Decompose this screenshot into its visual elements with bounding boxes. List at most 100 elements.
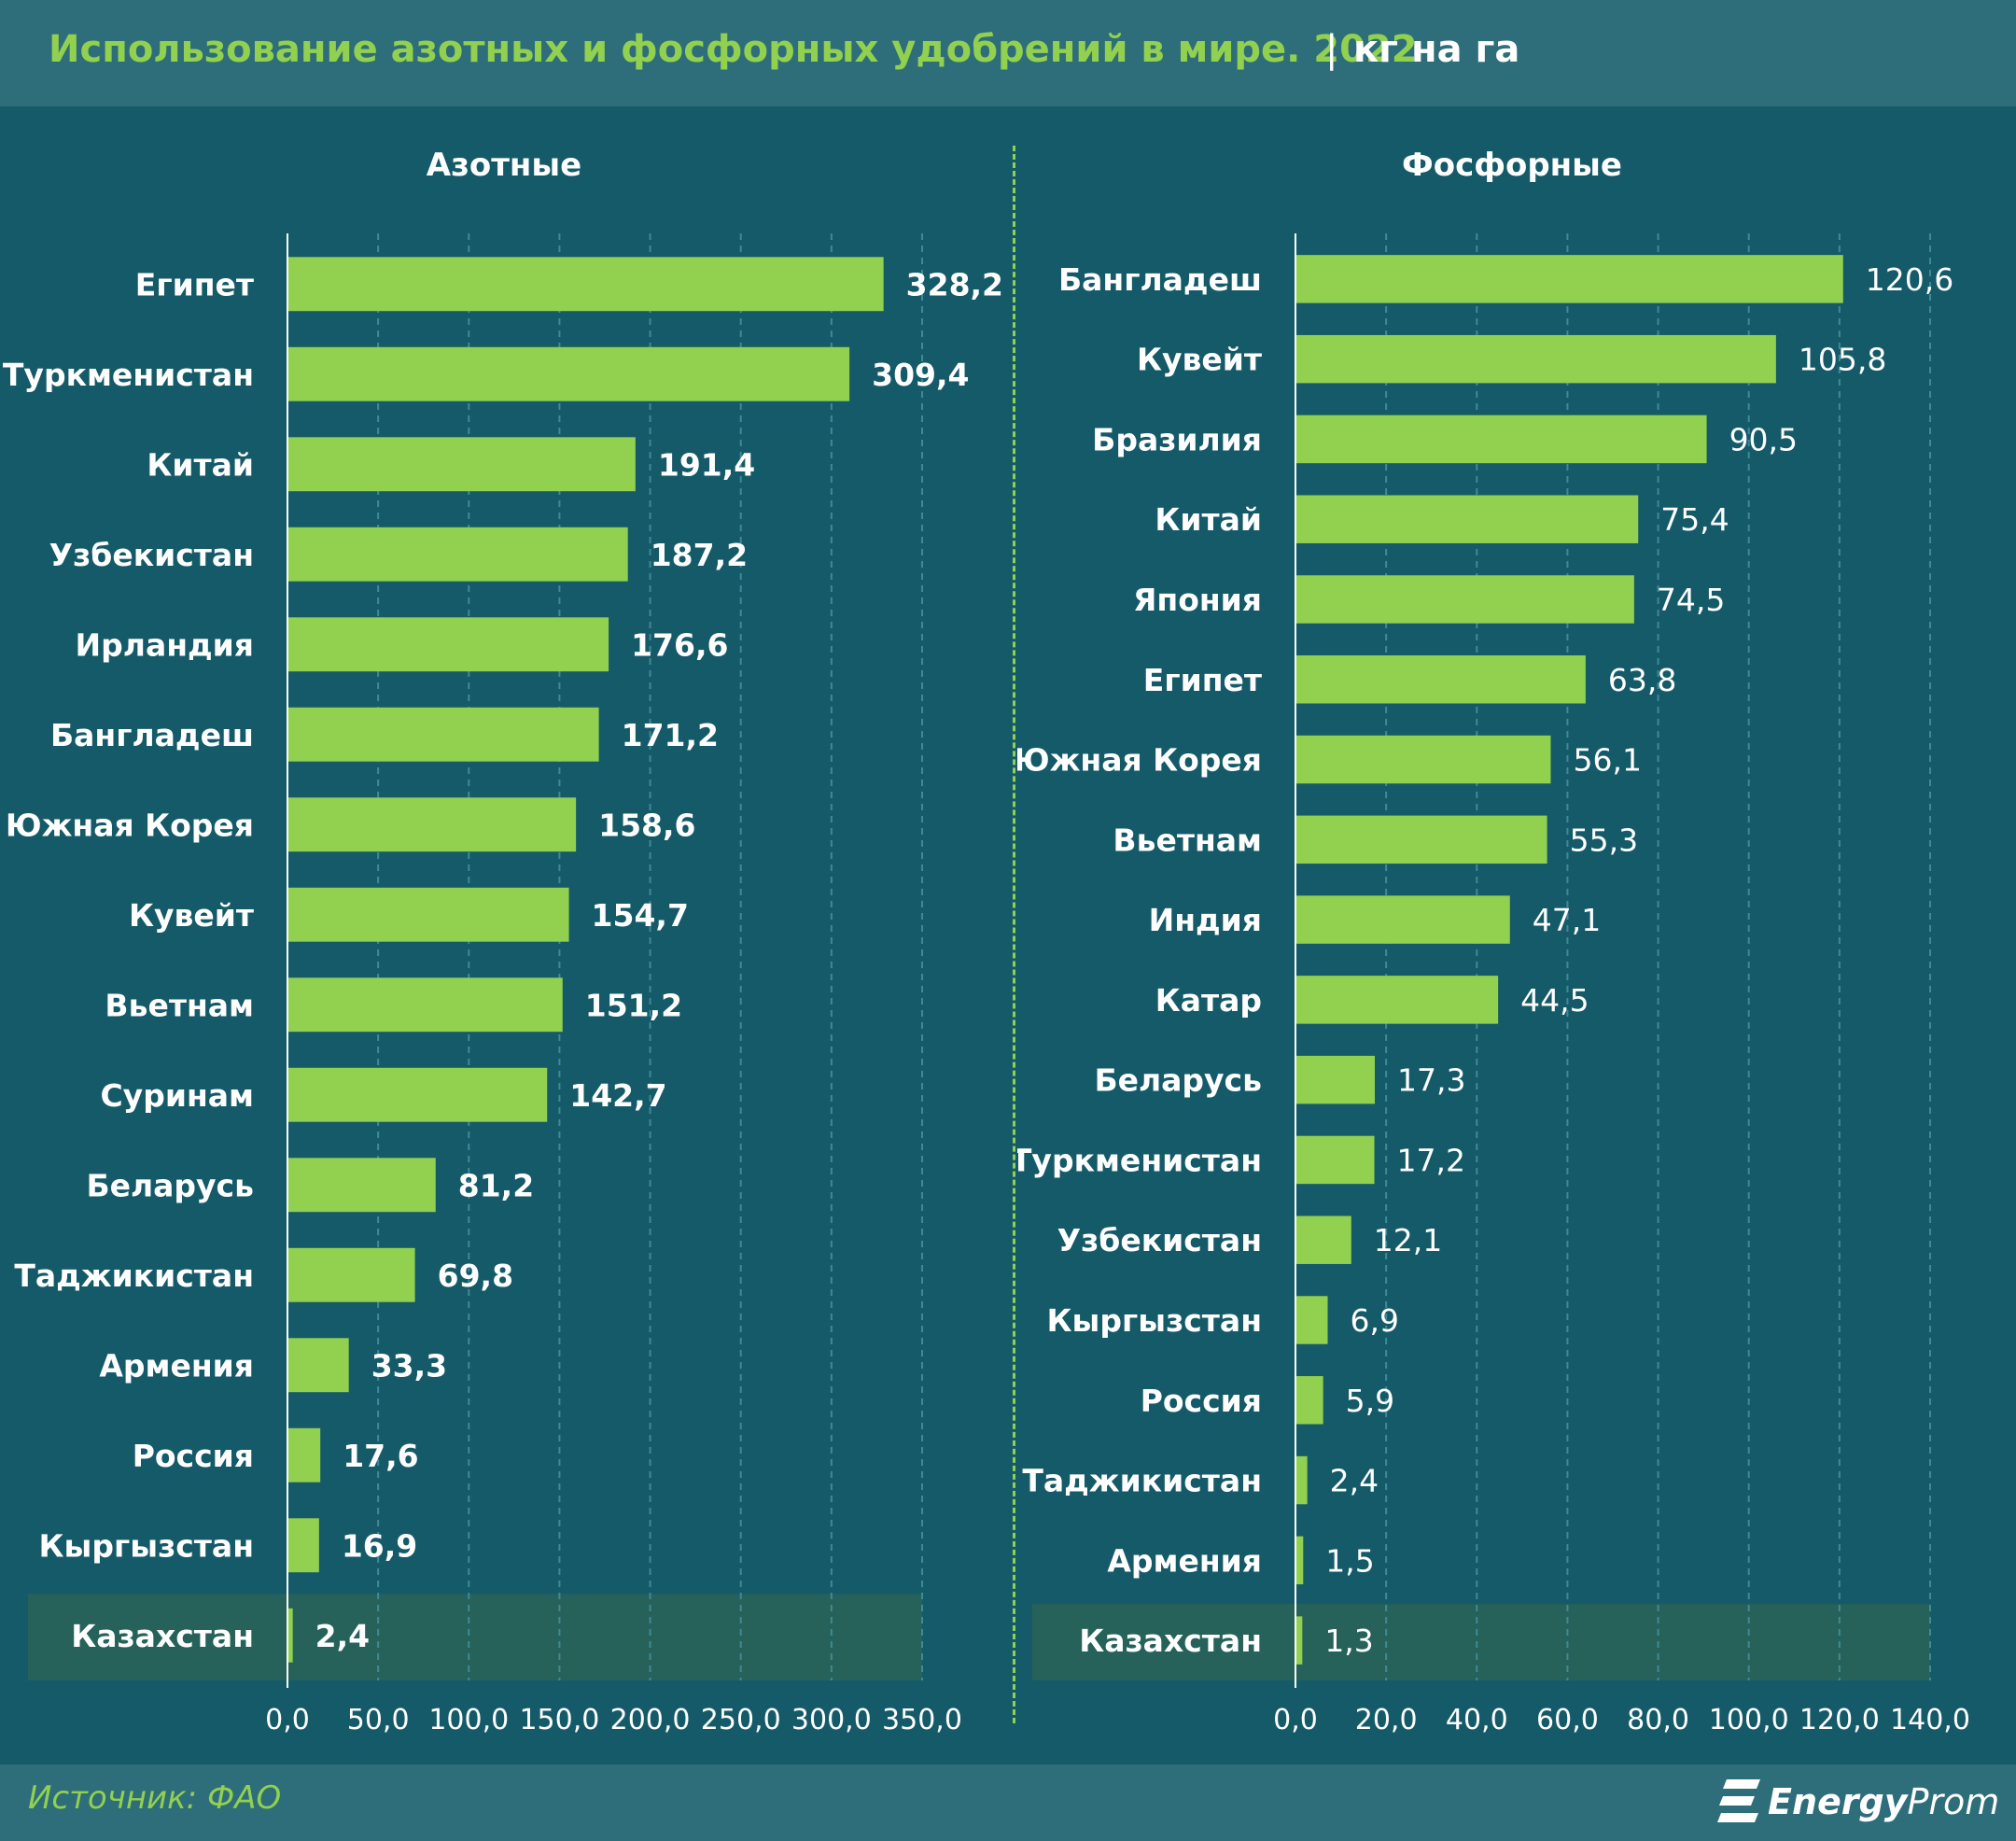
nitrogen-tick-label: 50,0 (347, 1704, 410, 1736)
nitrogen-value-label: 81,2 (458, 1167, 534, 1203)
nitrogen-value-label: 171,2 (622, 717, 719, 753)
nitrogen-category-label: Кыргызстан (39, 1527, 254, 1564)
phosphorus-value-label: 90,5 (1729, 421, 1798, 457)
nitrogen-bar (288, 1158, 436, 1213)
phosphorus-bar (1296, 655, 1586, 704)
nitrogen-bar (288, 257, 884, 312)
logo-text-light: Prom (1907, 1781, 2000, 1822)
nitrogen-bar (288, 977, 563, 1033)
phosphorus-value-label: 5,9 (1346, 1383, 1394, 1419)
nitrogen-category-label: Суринам (100, 1077, 254, 1114)
nitrogen-bar (288, 1067, 548, 1122)
nitrogen-value-label: 2,4 (315, 1618, 370, 1654)
nitrogen-category-label: Армения (99, 1347, 254, 1384)
nitrogen-bar (288, 887, 569, 942)
nitrogen-value-label: 16,9 (342, 1527, 417, 1564)
nitrogen-highlight-row (28, 1594, 922, 1680)
nitrogen-category-label: Бангладеш (50, 717, 254, 753)
phosphorus-value-label: 17,2 (1397, 1142, 1465, 1178)
nitrogen-value-label: 33,3 (371, 1347, 447, 1384)
phosphorus-bar (1296, 815, 1547, 864)
nitrogen-category-label: Кувейт (129, 897, 254, 934)
phosphorus-tick-label: 140,0 (1890, 1704, 1970, 1736)
unit-label: кг на га (1353, 28, 1520, 71)
nitrogen-value-label: 154,7 (592, 897, 689, 934)
nitrogen-value-label: 309,4 (872, 357, 969, 393)
logo-text-bold: Energy (1768, 1781, 1908, 1822)
phosphorus-value-label: 75,4 (1660, 501, 1729, 538)
nitrogen-value-label: 151,2 (585, 987, 682, 1023)
charts-area: Азотные Египет 328,2 Туркменистан 309,4 Китай… (0, 106, 2016, 1764)
phosphorus-category-label: Бразилия (1092, 421, 1262, 457)
phosphorus-bar (1296, 1216, 1351, 1264)
phosphorus-tick-label: 20,0 (1355, 1704, 1418, 1736)
nitrogen-bar (288, 1427, 321, 1483)
nitrogen-tick-label: 350,0 (882, 1704, 962, 1736)
nitrogen-value-label: 328,2 (906, 266, 1003, 302)
nitrogen-tick-label: 150,0 (519, 1704, 599, 1736)
nitrogen-bar (288, 1338, 349, 1393)
nitrogen-tick-label: 0,0 (265, 1704, 310, 1736)
phosphorus-category-label: Туркменистан (1017, 1142, 1262, 1178)
phosphorus-value-label: 44,5 (1520, 982, 1589, 1019)
nitrogen-value-label: 17,6 (343, 1438, 418, 1474)
nitrogen-title: Азотные (427, 147, 581, 184)
phosphorus-tick-label: 120,0 (1799, 1704, 1880, 1736)
nitrogen-category-label: Китай (147, 446, 254, 483)
nitrogen-category-label: Беларусь (86, 1167, 254, 1203)
phosphorus-category-label: Кыргызстан (1047, 1302, 1262, 1339)
nitrogen-value-label: 158,6 (598, 807, 695, 843)
phosphorus-category-label: Россия (1141, 1383, 1262, 1419)
nitrogen-value-label: 142,7 (569, 1077, 666, 1114)
phosphorus-value-label: 105,8 (1799, 342, 1886, 378)
phosphorus-bar (1296, 575, 1634, 624)
nitrogen-tick-label: 100,0 (428, 1704, 509, 1736)
header-bar: Использование азотных и фосфорных удобре… (0, 0, 2016, 106)
nitrogen-value-label: 69,8 (438, 1258, 513, 1294)
energyprom-logo: EnergyProm (1717, 1774, 1999, 1832)
phosphorus-category-label: Катар (1155, 982, 1262, 1019)
logo-text: EnergyProm (1768, 1781, 1999, 1822)
title-separator: | (1325, 28, 1338, 71)
phosphorus-bar (1296, 1135, 1375, 1185)
nitrogen-tick-label: 300,0 (791, 1704, 872, 1736)
source-note: Источник: ФАО (28, 1779, 282, 1817)
phosphorus-category-label: Таджикистан (1022, 1463, 1262, 1499)
nitrogen-chart: Азотные Египет 328,2 Туркменистан 309,4 Китай… (3, 147, 1003, 1736)
nitrogen-bar (288, 527, 628, 582)
nitrogen-category-label: Южная Корея (6, 807, 254, 843)
phosphorus-category-label: Беларусь (1094, 1062, 1262, 1099)
phosphorus-value-label: 1,5 (1325, 1542, 1374, 1579)
nitrogen-category-label: Узбекистан (49, 537, 254, 573)
phosphorus-category-label: Армения (1107, 1542, 1262, 1579)
nitrogen-category-label: Ирландия (76, 626, 254, 663)
nitrogen-category-label: Египет (135, 266, 254, 302)
phosphorus-bar (1296, 1455, 1308, 1505)
phosphorus-value-label: 12,1 (1374, 1222, 1442, 1258)
phosphorus-category-label: Китай (1155, 501, 1262, 538)
logo-mark-icon (1717, 1779, 1760, 1822)
phosphorus-value-label: 55,3 (1570, 822, 1638, 858)
phosphorus-tick-label: 40,0 (1446, 1704, 1508, 1736)
phosphorus-tick-label: 0,0 (1273, 1704, 1318, 1736)
nitrogen-bar (288, 797, 577, 852)
phosphorus-bar (1296, 735, 1551, 784)
phosphorus-bar (1296, 255, 1843, 303)
nitrogen-bar (288, 1608, 293, 1663)
phosphorus-value-label: 17,3 (1397, 1062, 1465, 1099)
phosphorus-bar (1296, 1536, 1304, 1585)
phosphorus-category-label: Египет (1143, 662, 1262, 698)
phosphorus-title: Фосфорные (1402, 147, 1622, 184)
phosphorus-value-label: 47,1 (1533, 902, 1601, 938)
nitrogen-bar (288, 1247, 415, 1302)
phosphorus-tick-label: 100,0 (1709, 1704, 1789, 1736)
chart-title: Использование азотных и фосфорных удобре… (49, 28, 1418, 71)
phosphorus-value-label: 74,5 (1657, 582, 1725, 618)
phosphorus-value-label: 63,8 (1608, 662, 1676, 698)
phosphorus-bar (1296, 415, 1707, 464)
panel-divider (1013, 146, 1015, 1723)
nitrogen-value-label: 187,2 (651, 537, 748, 573)
nitrogen-category-label: Россия (133, 1438, 254, 1474)
phosphorus-category-label: Япония (1133, 582, 1262, 618)
